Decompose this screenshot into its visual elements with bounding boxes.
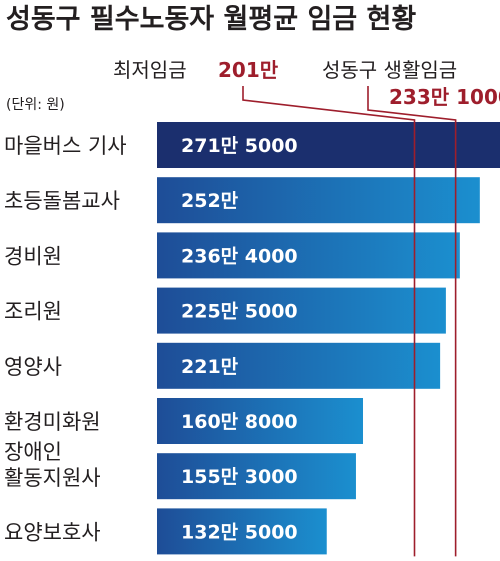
bar-value-label: 155만 3000: [181, 466, 298, 488]
bar-value-label: 225만 5000: [181, 301, 298, 323]
category-label: 영양사: [4, 355, 62, 379]
bar: [157, 287, 446, 334]
ref-label-min-wage: 최저임금: [113, 58, 187, 82]
category-label: 경비원: [4, 244, 62, 268]
bar-value-label: 221만: [181, 356, 239, 378]
bar: [157, 453, 356, 500]
bar: [157, 508, 327, 555]
category-label: 활동지원사: [4, 466, 101, 490]
category-label: 조리원: [4, 300, 62, 324]
category-label: 환경미화원: [4, 410, 101, 434]
bar: [157, 177, 480, 224]
bar-value-label: 271만 5000: [181, 135, 298, 157]
ref-value-living-wage: 233만 1000: [389, 85, 500, 109]
bar-value-label: 236만 4000: [181, 245, 298, 267]
unit-label: (단위: 원): [6, 97, 65, 113]
bars-layer: 271만 5000 252만 236만 4000 225만 5000 221만 160만 …: [157, 122, 500, 555]
chart-title: 성동구 필수노동자 월평균 임금 현황: [6, 4, 416, 35]
bar-value-label: 132만 5000: [181, 521, 298, 543]
bar: [157, 122, 500, 168]
bar: [157, 342, 441, 389]
bar: [157, 232, 460, 279]
category-label: 초등돌봄교사: [4, 189, 120, 213]
category-label: 마을버스 기사: [4, 134, 127, 158]
reference-lines-layer: 최저임금 201만 성동구 생활임금 233만 1000: [113, 58, 500, 557]
ref-line-min-wage: [242, 86, 416, 557]
category-label: 장애인: [4, 440, 62, 464]
ref-label-living-wage: 성동구 생활임금: [322, 58, 457, 82]
ref-line-living-wage: [367, 86, 457, 557]
bar-value-label: 160만 8000: [181, 411, 298, 433]
bar: [157, 398, 364, 444]
ref-value-min-wage: 201만: [218, 58, 279, 82]
bar-value-label: 252만: [181, 190, 239, 212]
category-label: 요양보호사: [4, 520, 101, 544]
